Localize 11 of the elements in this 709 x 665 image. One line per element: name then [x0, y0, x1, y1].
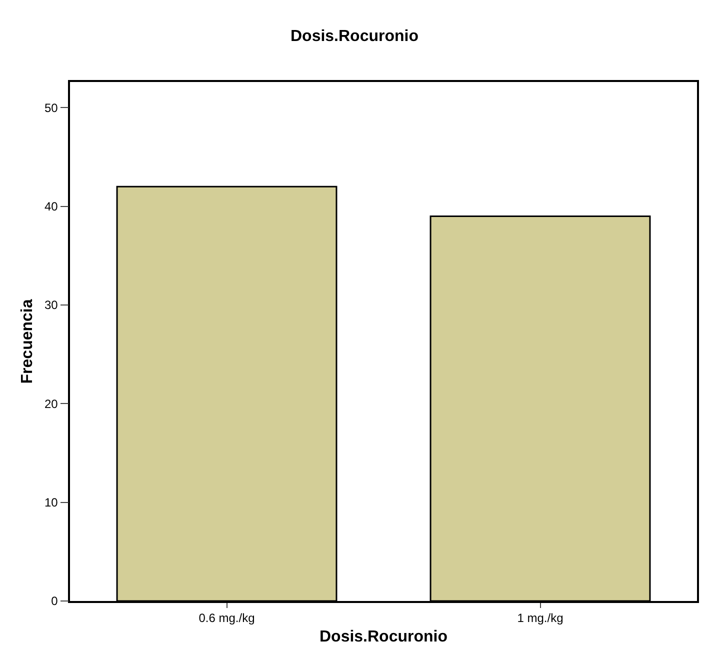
y-tick-label: 20 — [44, 396, 58, 411]
chart-title: Dosis.Rocuronio — [290, 28, 419, 46]
x-tick-label: 1 mg./kg — [517, 611, 564, 626]
x-tick-label: 0.6 mg./kg — [198, 611, 255, 626]
y-tick-label: 50 — [44, 100, 58, 115]
x-axis-title: Dosis.Rocuronio — [319, 628, 448, 646]
y-tick-label: 40 — [44, 200, 58, 214]
y-tick-label: 10 — [44, 496, 58, 510]
y-tick-label: 30 — [44, 298, 58, 312]
y-tick-label: 0 — [51, 594, 58, 608]
y-axis-title: Frecuencia — [18, 299, 36, 384]
